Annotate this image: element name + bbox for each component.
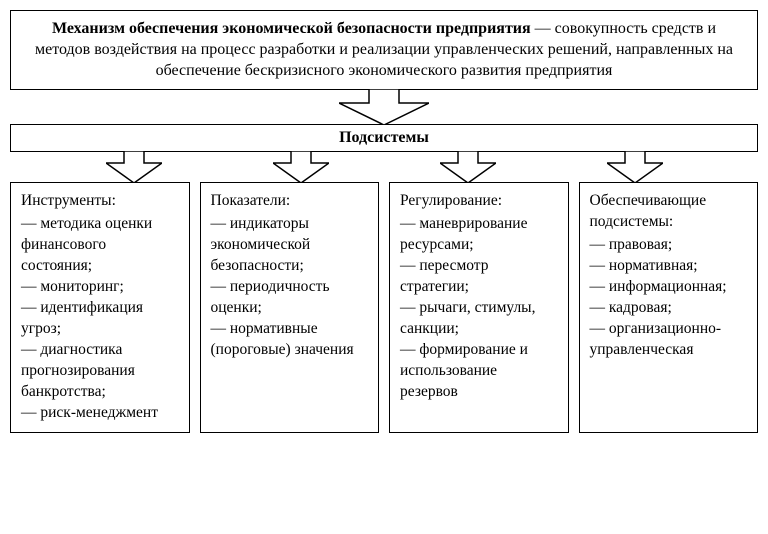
column-item: — формирова­ние и использо­вание резерво… [400,340,558,403]
column-item: — организаци­онно-управленче­ская [590,319,748,361]
arrow-row [10,151,758,183]
column-item: — правовая; [590,235,748,256]
column-title: Показатели: [211,191,369,212]
mechanism-title-bold: Механизм обеспечения экономической безоп… [52,20,531,37]
column-regulation: Регулирование: — маневрирова­ние ресурса… [389,182,569,432]
arrow-down-icon [273,151,329,183]
column-item: — мониторинг; [21,277,179,298]
column-item: — пересмотр стратегии; [400,256,558,298]
columns-row: Инструменты: — методика оценки финансо­в… [10,182,758,432]
column-item: — диагностика прогнозирова­ния банкротст… [21,340,179,403]
arrow-down-icon [440,151,496,183]
column-title: Регулирование: [400,191,558,212]
arrow-down-icon [339,89,429,125]
subsystems-label: Подсистемы [339,129,429,146]
column-item: — кадровая; [590,298,748,319]
column-supporting: Обеспечивающие подсистемы: — правовая; —… [579,182,759,432]
column-instruments: Инструменты: — методика оценки финансо­в… [10,182,190,432]
subsystems-box: Подсистемы [10,124,758,152]
column-title: Обеспечивающие подсистемы: [590,191,748,233]
column-item: — маневрирова­ние ресурсами; [400,214,558,256]
column-item: — методика оценки финансо­вого состояния… [21,214,179,277]
column-item: — рычаги, сти­мулы, санкции; [400,298,558,340]
column-item: — периодич­ность оценки; [211,277,369,319]
column-title: Инструменты: [21,191,179,212]
column-item: — идентифика­ция угроз; [21,298,179,340]
column-indicators: Показатели: — индикаторы экономиче­ской … [200,182,380,432]
mechanism-definition-box: Механизм обеспечения экономической безоп… [10,10,758,90]
column-item: — риск-менеджмент [21,403,179,424]
column-item: — норматив­ные (порого­вые) значения [211,319,369,361]
arrow-down-icon [106,151,162,183]
column-item: — индикаторы экономиче­ской безопас­ност… [211,214,369,277]
arrow-down-icon [607,151,663,183]
column-item: — нормативная; [590,256,748,277]
column-item: — информацион­ная; [590,277,748,298]
